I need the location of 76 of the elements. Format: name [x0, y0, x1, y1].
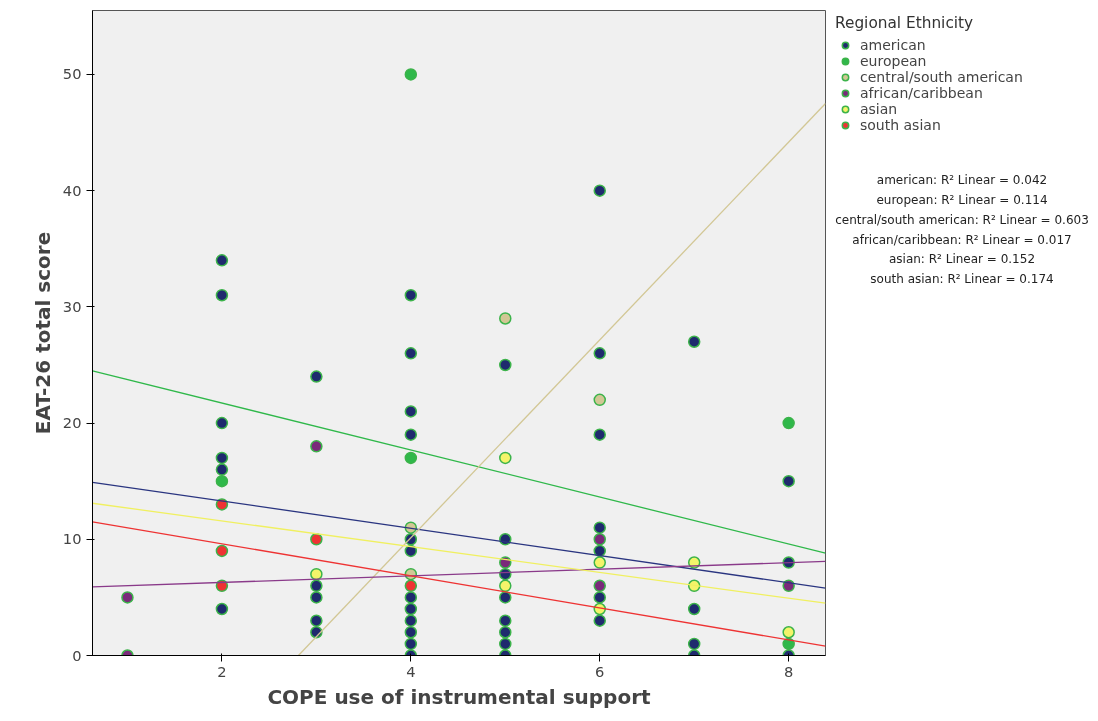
point: [404, 451, 418, 465]
y-tick-label: 0: [72, 646, 82, 664]
y-tick-label: 30: [62, 297, 82, 315]
legend-label: south asian: [860, 117, 941, 133]
point: [499, 637, 512, 651]
point: [593, 591, 606, 604]
point: [215, 602, 229, 616]
point: [215, 254, 229, 267]
y-tick-label: 10: [62, 530, 82, 548]
point: [782, 626, 795, 639]
point: [404, 405, 418, 418]
point: [215, 544, 229, 558]
legend-label: asian: [860, 101, 898, 117]
point: [310, 440, 323, 453]
point: [593, 184, 606, 197]
x-tick-label: 4: [406, 662, 416, 680]
point: [687, 335, 701, 348]
point: [593, 428, 606, 441]
point: [782, 474, 795, 488]
text: american: R² Linear = 0.042: [876, 173, 1048, 188]
point: [404, 637, 418, 651]
x-tick-label: 2: [217, 662, 227, 680]
point: [404, 614, 418, 627]
point: [215, 474, 229, 488]
point: [499, 614, 512, 627]
point: [499, 591, 512, 604]
x-axis-title: COPE use of instrumental support: [267, 684, 652, 709]
text: african/caribbean: R² Linear = 0.017: [852, 232, 1072, 247]
point: [593, 614, 606, 627]
point: [215, 451, 229, 465]
point: [310, 579, 323, 593]
y-axis-title: EAT-26 total score: [30, 231, 55, 435]
point: [499, 451, 512, 465]
point: [782, 416, 795, 430]
point: [215, 416, 229, 430]
text: european: R² Linear = 0.114: [876, 193, 1048, 208]
point: [593, 556, 606, 569]
point: [404, 347, 418, 360]
point: [404, 626, 418, 639]
point: [593, 521, 606, 534]
point: [404, 579, 418, 593]
point: [687, 637, 701, 651]
point: [499, 626, 512, 639]
point: [310, 591, 323, 604]
x-tick-label: 6: [595, 662, 605, 680]
point: [404, 602, 418, 616]
point: [593, 393, 606, 407]
legend-label: american: [860, 37, 926, 53]
legend-label: central/south american: [860, 69, 1023, 85]
point: [404, 428, 418, 441]
point: [404, 68, 418, 81]
legend-title: Regional Ethnicity: [835, 14, 975, 32]
point: [593, 533, 606, 546]
legend-label: african/caribbean: [860, 85, 983, 101]
point: [121, 591, 134, 604]
y-tick-label: 50: [62, 65, 82, 83]
point: [593, 579, 606, 593]
point: [404, 288, 418, 302]
point: [593, 347, 606, 360]
point: [499, 358, 512, 372]
point: [215, 463, 229, 476]
y-tick-label: 20: [62, 414, 82, 432]
point: [310, 370, 323, 383]
legend-label: european: [860, 53, 927, 69]
text: central/south american: R² Linear = 0.603: [835, 212, 1089, 227]
point: [687, 602, 701, 616]
point: [310, 533, 323, 546]
y-tick-label: 40: [62, 181, 82, 199]
text: asian: R² Linear = 0.152: [888, 252, 1036, 267]
point: [215, 288, 229, 302]
point: [499, 312, 512, 325]
x-tick-label: 8: [784, 662, 794, 680]
point: [499, 579, 512, 593]
point: [310, 614, 323, 627]
text: south asian: R² Linear = 0.174: [870, 271, 1054, 286]
point: [404, 591, 418, 604]
